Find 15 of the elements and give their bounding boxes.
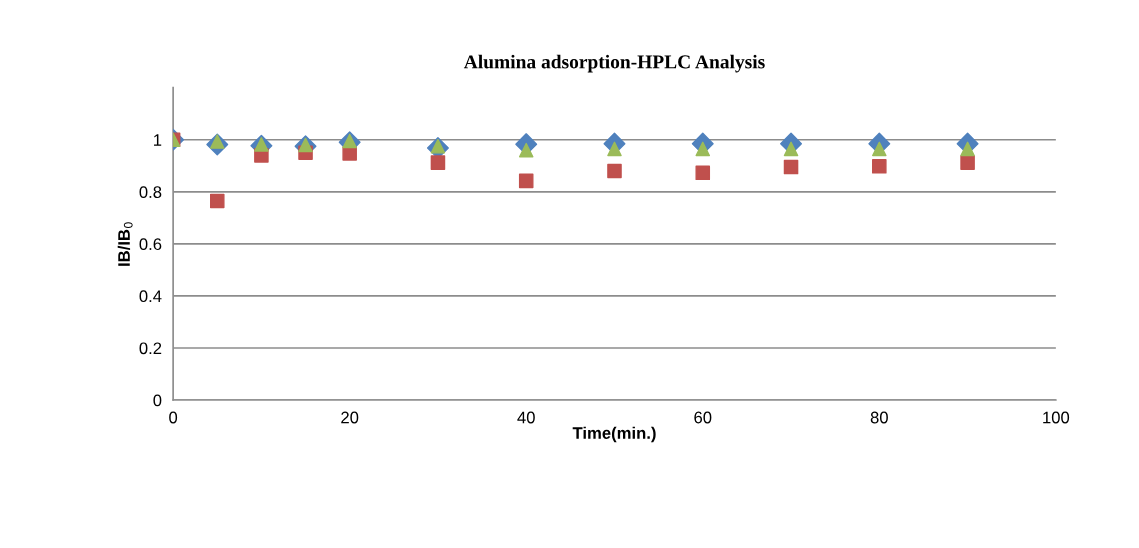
y-axis-title: IB/IB$_{0}$ <box>117 222 133 266</box>
x-tick-label: 60 <box>694 411 712 424</box>
y-tick-label: 0.4 <box>139 290 162 303</box>
x-tick-label: 40 <box>517 411 535 424</box>
y-tick-label: 0.2 <box>139 342 162 355</box>
y-tick-label: 0.8 <box>139 186 162 198</box>
y-tick-label: 0.6 <box>139 238 162 251</box>
x-axis-title: Time(min.) <box>572 426 656 443</box>
x-tick-label: 100 <box>1043 411 1070 424</box>
x-tick-label: 0 <box>169 411 178 424</box>
y-tick-label: 0 <box>153 394 162 407</box>
x-tick-label: 80 <box>870 411 888 424</box>
x-tick-label: 20 <box>341 411 359 424</box>
y-tick-label: 1 <box>154 134 162 146</box>
chart-title: Alumina adsorption-HPLC Analysis <box>463 54 765 73</box>
